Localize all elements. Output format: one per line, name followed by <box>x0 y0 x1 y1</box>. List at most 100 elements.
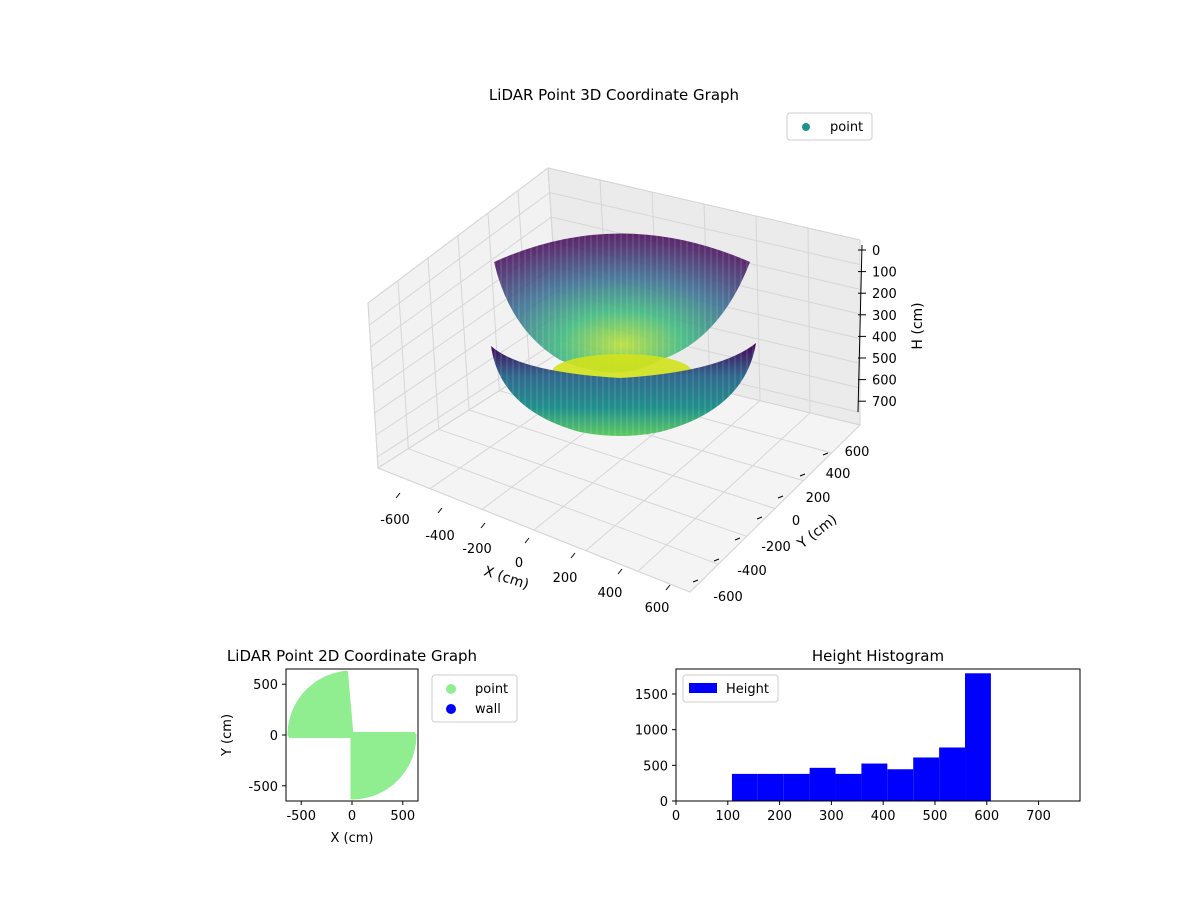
x-3d-tick-label: 0 <box>515 556 523 571</box>
histogram-bar <box>757 773 784 801</box>
grid-line <box>369 192 550 326</box>
point-strip <box>289 731 352 739</box>
chart-2d-title: LiDAR Point 2D Coordinate Graph <box>227 647 477 665</box>
point-cloud-front-bowl-ribs <box>491 343 756 436</box>
y-3d-tick <box>777 495 784 499</box>
x-3d-tick-label: 200 <box>553 571 578 586</box>
histogram-bars <box>731 673 991 801</box>
x-3d-tick-label: 400 <box>598 586 623 601</box>
x-2d-tick-label: -500 <box>286 809 316 824</box>
y-3d-tick-label: 0 <box>792 514 800 529</box>
legend-2d-point-marker <box>446 684 456 694</box>
x-axis-2d-label: X (cm) <box>331 831 374 846</box>
grid-line <box>377 339 560 458</box>
x-3d-tick-label: -600 <box>380 513 410 528</box>
y-3d-tick-label: -600 <box>713 590 743 605</box>
histogram-bar <box>887 769 914 801</box>
y-axis-3d-label: Y (cm) <box>794 512 840 553</box>
x-hist-tick-label: 700 <box>1026 809 1051 824</box>
histogram-bar <box>783 773 810 801</box>
histogram-bar <box>809 767 836 801</box>
legend-2d-wall-marker <box>446 704 456 714</box>
grid-line <box>689 424 861 593</box>
z-3d-tick-label: 700 <box>872 395 897 410</box>
legend-histogram-swatch <box>689 683 717 693</box>
legend-2d-wall-label: wall <box>475 702 501 717</box>
x-3d-tick <box>570 552 576 559</box>
z-3d-tick-label: 100 <box>872 266 897 281</box>
x-3d-tick <box>665 584 671 591</box>
z-3d-tick-label: 300 <box>872 309 897 324</box>
grid-line <box>370 216 552 348</box>
grid-line <box>427 257 440 430</box>
z-3d-axis-line <box>857 244 863 413</box>
histogram-bar <box>965 673 991 801</box>
z-3d-tick-label: 400 <box>872 330 897 345</box>
chart-3d: LiDAR Point 3D Coordinate Graph <box>367 86 926 616</box>
y-hist-tick-label: 500 <box>643 759 668 774</box>
grid-line <box>397 280 409 449</box>
legend-2d-point-label: point <box>475 682 508 697</box>
point-cloud-back-bowl-ribs <box>494 233 750 373</box>
z-3d-tick-label: 500 <box>872 352 897 367</box>
grid-line <box>547 167 861 241</box>
x-2d-tick-label: 500 <box>390 809 415 824</box>
x-hist-tick-label: 300 <box>819 809 844 824</box>
x-3d-tick-label: 600 <box>645 601 670 616</box>
legend-histogram: Height <box>682 674 779 703</box>
histogram-bar <box>731 773 758 801</box>
y-3d-tick <box>692 579 699 583</box>
grid-line <box>637 412 811 572</box>
y-hist-tick-label: 1500 <box>635 688 668 703</box>
point-sector <box>350 733 417 800</box>
x-axis-3d: -600 -400 -200 0 200 400 600 <box>380 492 671 616</box>
y-2d-tick-label: 500 <box>253 678 278 693</box>
y-3d-tick-label: 200 <box>806 491 831 506</box>
legend-3d-marker <box>802 123 810 131</box>
histogram-bar <box>861 763 888 801</box>
x-3d-tick <box>480 522 486 529</box>
z-3d-tick-label: 600 <box>872 374 897 389</box>
z-axis-3d-label: H (cm) <box>910 302 926 349</box>
x-hist-tick-label: 0 <box>672 809 680 824</box>
grid-line <box>367 302 379 469</box>
axes-histogram: 0 100 200 300 400 500 600 700 0 500 1000 1500 <box>635 688 1051 824</box>
y-3d-tick-label: -200 <box>761 540 791 555</box>
grid-line <box>367 167 549 304</box>
x-axis-3d-label: X (cm) <box>482 563 531 593</box>
x-hist-tick-label: 400 <box>871 809 896 824</box>
y-3d-tick <box>822 452 829 456</box>
y-3d-tick-label: 400 <box>826 467 851 482</box>
x-hist-tick-label: 200 <box>767 809 792 824</box>
grid-line <box>755 215 761 401</box>
point-area-2d <box>287 670 417 800</box>
legend-3d-label: point <box>830 120 863 135</box>
x-3d-tick-label: -400 <box>425 529 455 544</box>
legend-3d: point <box>786 112 873 141</box>
y-3d-tick <box>734 537 741 541</box>
y-hist-tick-label: 0 <box>660 795 668 810</box>
y-3d-tick <box>756 516 763 520</box>
axes-2d: -500 -500 0 0 500 500 <box>248 678 415 824</box>
y-3d-tick-label: 600 <box>845 445 870 460</box>
x-hist-tick-label: 600 <box>974 809 999 824</box>
y-2d-tick-label: 0 <box>270 729 278 744</box>
histogram-title: Height Histogram <box>812 647 944 665</box>
chart-3d-title: LiDAR Point 3D Coordinate Graph <box>489 86 739 104</box>
z-3d-tick-label: 0 <box>872 244 880 259</box>
legend-2d: point wall <box>431 674 518 723</box>
z-axis-3d: 0 100 200 300 400 500 600 700 <box>857 244 897 413</box>
grid-line <box>375 314 558 436</box>
x-3d-tick <box>437 507 443 514</box>
histogram-bar <box>939 747 966 801</box>
histogram-bar <box>913 757 940 801</box>
x-3d-tick <box>395 492 401 499</box>
y-3d-tick <box>713 558 720 562</box>
x-hist-tick-label: 100 <box>715 809 740 824</box>
x-3d-tick <box>524 537 530 544</box>
histogram-bar <box>835 773 862 801</box>
y-hist-tick-label: 1000 <box>635 724 668 739</box>
x-hist-tick-label: 500 <box>923 809 948 824</box>
y-3d-tick-label: -400 <box>737 564 767 579</box>
